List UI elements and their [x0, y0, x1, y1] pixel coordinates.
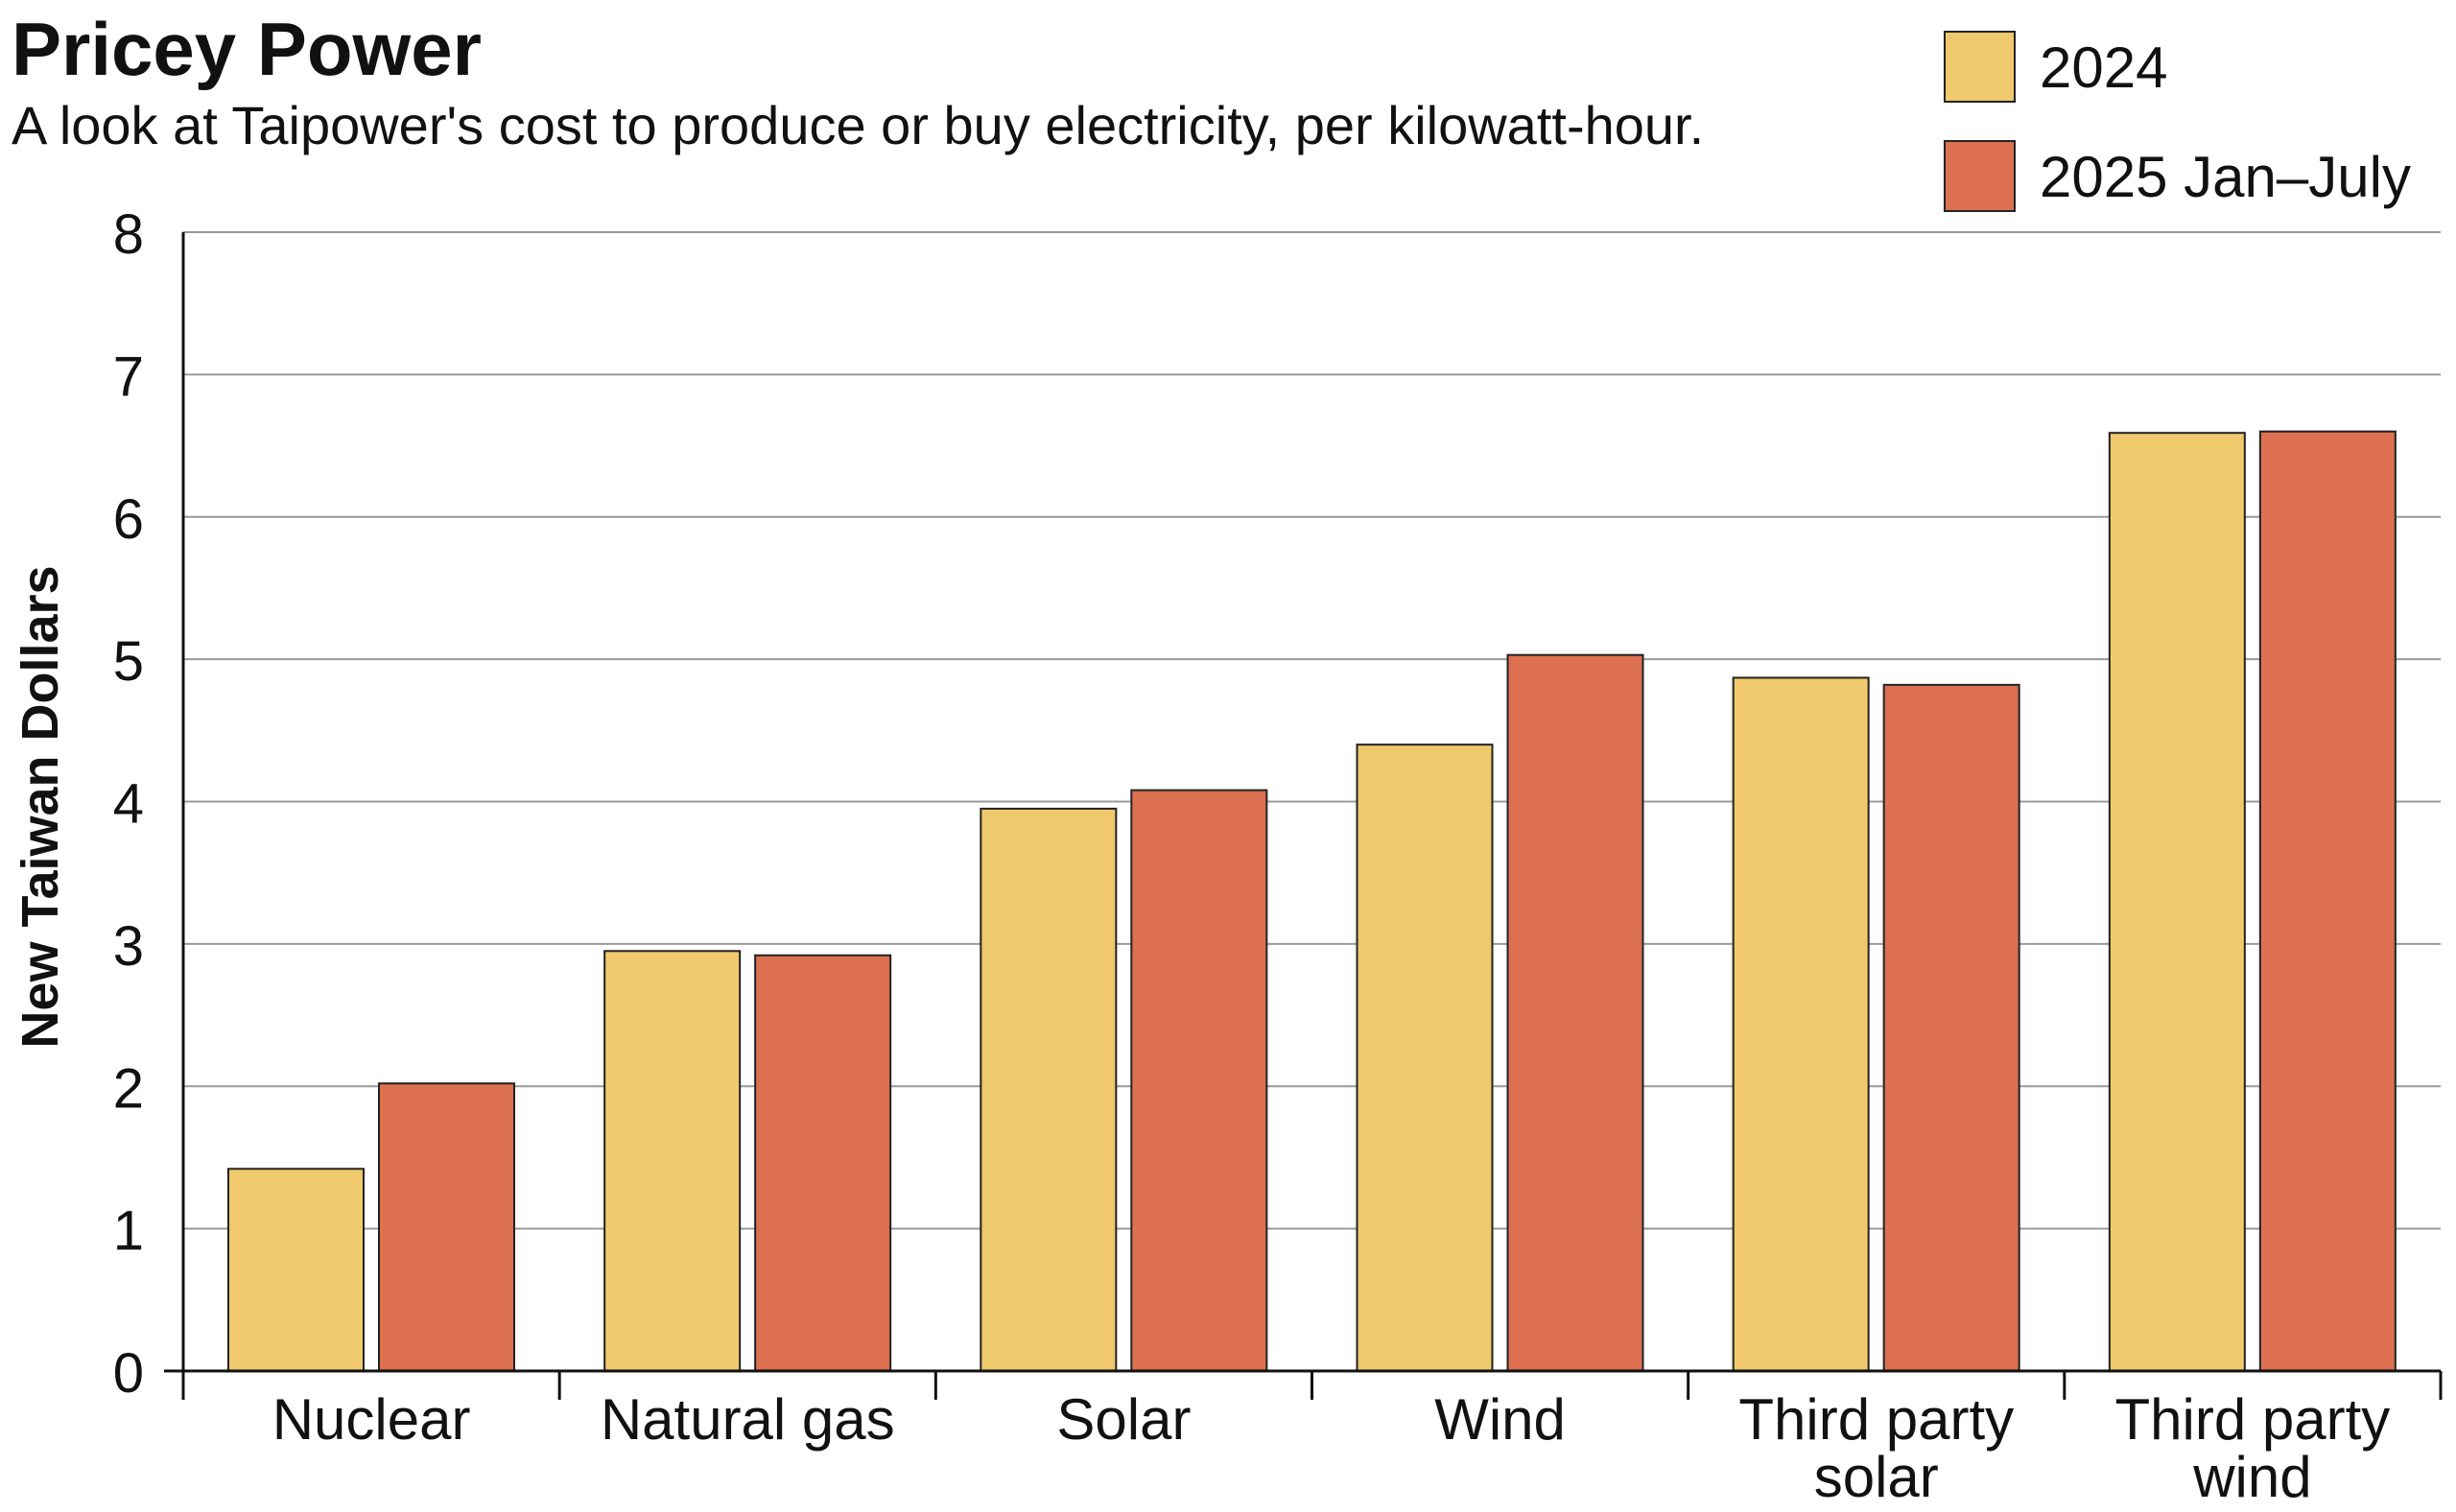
x-tick-label: Third party solar — [1738, 1387, 2014, 1507]
bar-2025-jan-july-nuclear — [378, 1082, 515, 1372]
x-tick-label: Solar — [1056, 1387, 1191, 1452]
bar-2025-jan-july-wind — [1506, 653, 1644, 1372]
x-tick-label: Nuclear — [272, 1387, 471, 1452]
y-tick-label: 6 — [113, 488, 144, 551]
gridlines — [183, 231, 2441, 1230]
y-tick-label: 7 — [113, 345, 144, 408]
x-tick-label-line: wind — [2192, 1445, 2311, 1507]
bar-2025-jan-july-natural-gas — [754, 954, 892, 1372]
bar-2024-third-party-wind — [2108, 432, 2246, 1372]
legend-label: 2024 — [2040, 35, 2167, 100]
x-tick-label: Wind — [1434, 1387, 1566, 1452]
bar-2025-jan-july-third-party-solar — [1882, 683, 2020, 1372]
bar-2025-jan-july-third-party-wind — [2258, 430, 2397, 1373]
axes: 0 1 2 3 4 5 6 7 8 Nuclear Natural gas Solar Wind Thir… — [113, 203, 2443, 1509]
y-tick-label: 2 — [113, 1057, 144, 1120]
x-tick-label-line: Natural gas — [601, 1387, 895, 1452]
x-tick-label-line: Solar — [1056, 1387, 1191, 1452]
bar-2024-nuclear — [227, 1168, 365, 1372]
chart-title: Pricey Power — [12, 7, 482, 91]
y-tick-label: 4 — [113, 773, 144, 836]
x-tick-label: Natural gas — [601, 1387, 895, 1452]
y-tick-label: 5 — [113, 630, 144, 693]
x-tick-label-line: Wind — [1434, 1387, 1566, 1452]
bar-2024-solar — [980, 807, 1118, 1372]
legend-swatch — [1944, 140, 2016, 212]
bars — [227, 430, 2397, 1373]
legend-label: 2025 Jan–July — [2040, 145, 2411, 209]
x-tick-label-line: solar — [1814, 1445, 1939, 1507]
y-tick-label: 1 — [113, 1200, 144, 1263]
y-axis-label: New Taiwan Dollars — [12, 565, 69, 1048]
y-tick-label: 8 — [113, 203, 144, 266]
x-tick-label: Third party wind — [2115, 1387, 2391, 1507]
bar-2024-wind — [1356, 744, 1494, 1372]
bar-2025-jan-july-solar — [1130, 789, 1268, 1372]
chart-subtitle: A look at Taipower's cost to produce or … — [12, 95, 1704, 155]
bar-2024-third-party-solar — [1732, 676, 1870, 1372]
bar-2024-natural-gas — [603, 950, 742, 1372]
legend-swatch — [1944, 31, 2016, 103]
y-tick-label: 3 — [113, 915, 144, 978]
x-tick-label-line: Third party — [2115, 1387, 2391, 1452]
x-tick-label-line: Third party — [1738, 1387, 2014, 1452]
x-tick-label-line: Nuclear — [272, 1387, 471, 1452]
y-tick-label: 0 — [113, 1342, 144, 1405]
legend: 2024 2025 Jan–July — [1944, 31, 2411, 212]
